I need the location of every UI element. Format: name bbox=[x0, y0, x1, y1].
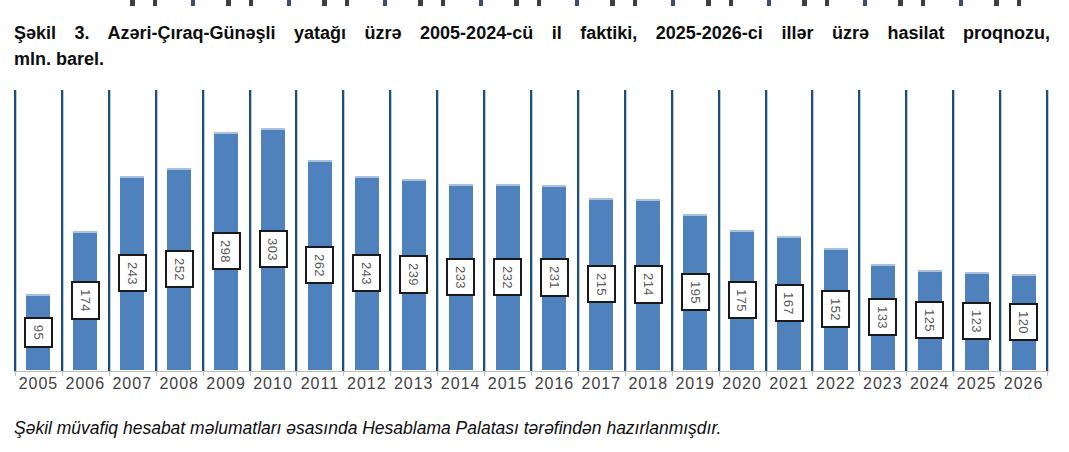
x-tick-label-2018: 2018 bbox=[625, 375, 672, 395]
category-separator-gridline bbox=[436, 90, 439, 371]
x-tick-label-2015: 2015 bbox=[484, 375, 531, 395]
x-tick-label-2013: 2013 bbox=[390, 375, 437, 395]
data-label-value: 298 bbox=[219, 239, 234, 262]
data-label-2015: 232 bbox=[493, 258, 522, 297]
data-label-2008: 252 bbox=[165, 250, 194, 289]
data-label-value: 167 bbox=[781, 291, 796, 314]
x-tick-label-2016: 2016 bbox=[531, 375, 578, 395]
data-label-value: 214 bbox=[641, 273, 656, 296]
data-label-value: 123 bbox=[969, 309, 984, 332]
x-tick-label-2023: 2023 bbox=[859, 375, 906, 395]
data-label-2024: 125 bbox=[915, 301, 944, 340]
data-label-2011: 262 bbox=[305, 246, 334, 285]
data-label-value: 95 bbox=[31, 324, 46, 339]
x-tick-label-2021: 2021 bbox=[766, 375, 813, 395]
category-separator-gridline bbox=[108, 90, 111, 371]
bar-chart: 95 2005 174 2006 243 2007 252 2008 298 2009 303 201… bbox=[0, 0, 1069, 452]
data-label-value: 232 bbox=[500, 265, 515, 288]
category-separator-gridline bbox=[671, 90, 674, 371]
data-label-value: 262 bbox=[312, 253, 327, 276]
data-label-value: 243 bbox=[359, 261, 374, 284]
document-page: Şəkil 3. Azəri-Çıraq-Günəşli yatağı üzrə… bbox=[0, 0, 1069, 452]
x-tick-label-2014: 2014 bbox=[437, 375, 484, 395]
data-label-2023: 133 bbox=[868, 298, 897, 337]
data-label-2016: 231 bbox=[540, 258, 569, 297]
category-separator-gridline bbox=[389, 90, 392, 371]
category-separator-gridline bbox=[905, 90, 908, 371]
category-separator-gridline bbox=[624, 90, 627, 371]
data-label-value: 174 bbox=[78, 289, 93, 312]
category-separator-gridline bbox=[295, 90, 298, 371]
data-label-value: 215 bbox=[594, 272, 609, 295]
x-tick-label-2024: 2024 bbox=[906, 375, 953, 395]
x-tick-label-2025: 2025 bbox=[953, 375, 1000, 395]
category-separator-gridline bbox=[1046, 90, 1049, 371]
x-tick-label-2026: 2026 bbox=[1000, 375, 1047, 395]
data-label-2020: 175 bbox=[728, 281, 757, 320]
x-tick-label-2011: 2011 bbox=[296, 375, 343, 395]
category-separator-gridline bbox=[342, 90, 345, 371]
category-separator-gridline bbox=[249, 90, 252, 371]
data-label-2007: 243 bbox=[118, 254, 147, 293]
category-separator-gridline bbox=[765, 90, 768, 371]
data-label-2013: 239 bbox=[399, 255, 428, 294]
x-tick-label-2005: 2005 bbox=[15, 375, 62, 395]
data-label-value: 152 bbox=[828, 297, 843, 320]
figure-caption: Şəkil müvafiq hesabat məlumatları əsasın… bbox=[14, 418, 1054, 439]
x-tick-label-2020: 2020 bbox=[719, 375, 766, 395]
data-label-2017: 215 bbox=[587, 265, 616, 304]
data-label-value: 303 bbox=[265, 237, 280, 260]
category-separator-gridline bbox=[999, 90, 1002, 371]
data-label-value: 239 bbox=[406, 263, 421, 286]
data-label-2012: 243 bbox=[352, 254, 381, 293]
x-tick-label-2008: 2008 bbox=[156, 375, 203, 395]
data-label-2018: 214 bbox=[634, 265, 663, 304]
x-tick-label-2017: 2017 bbox=[578, 375, 625, 395]
category-separator-gridline bbox=[577, 90, 580, 371]
x-tick-label-2012: 2012 bbox=[343, 375, 390, 395]
data-label-2005: 95 bbox=[24, 317, 53, 348]
data-label-2006: 174 bbox=[71, 281, 100, 320]
x-tick-label-2007: 2007 bbox=[109, 375, 156, 395]
data-label-2009: 298 bbox=[212, 232, 241, 271]
category-separator-gridline bbox=[14, 90, 17, 371]
data-label-2010: 303 bbox=[259, 230, 288, 269]
category-separator-gridline bbox=[718, 90, 721, 371]
category-separator-gridline bbox=[202, 90, 205, 371]
data-label-value: 195 bbox=[688, 280, 703, 303]
data-label-2019: 195 bbox=[681, 273, 710, 312]
data-label-value: 125 bbox=[922, 308, 937, 331]
data-label-2022: 152 bbox=[821, 290, 850, 329]
data-label-value: 233 bbox=[453, 265, 468, 288]
x-axis-tick bbox=[1047, 372, 1048, 376]
data-label-value: 133 bbox=[875, 305, 890, 328]
x-tick-label-2006: 2006 bbox=[62, 375, 109, 395]
x-tick-label-2010: 2010 bbox=[250, 375, 297, 395]
category-separator-gridline bbox=[61, 90, 64, 371]
x-tick-label-2019: 2019 bbox=[672, 375, 719, 395]
category-separator-gridline bbox=[483, 90, 486, 371]
data-label-value: 231 bbox=[547, 266, 562, 289]
data-label-2014: 233 bbox=[446, 258, 475, 297]
data-label-2021: 167 bbox=[775, 284, 804, 323]
x-tick-label-2022: 2022 bbox=[812, 375, 859, 395]
data-label-2026: 120 bbox=[1009, 303, 1038, 342]
category-separator-gridline bbox=[858, 90, 861, 371]
category-separator-gridline bbox=[952, 90, 955, 371]
category-separator-gridline bbox=[530, 90, 533, 371]
category-separator-gridline bbox=[811, 90, 814, 371]
category-separator-gridline bbox=[155, 90, 158, 371]
data-label-value: 120 bbox=[1016, 310, 1031, 333]
data-label-2025: 123 bbox=[962, 302, 991, 341]
data-label-value: 243 bbox=[125, 261, 140, 284]
data-label-value: 252 bbox=[172, 257, 187, 280]
x-tick-label-2009: 2009 bbox=[203, 375, 250, 395]
data-label-value: 175 bbox=[735, 288, 750, 311]
